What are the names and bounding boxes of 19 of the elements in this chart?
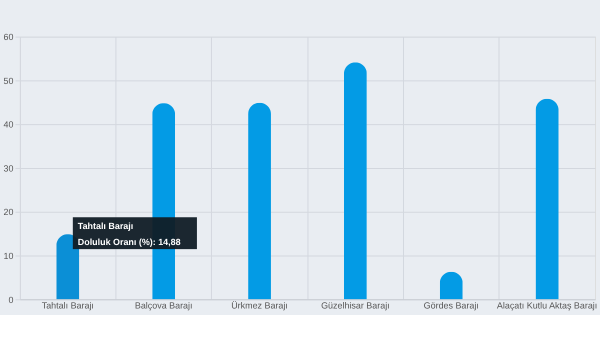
x-tick-label: Ürkmez Barajı bbox=[231, 300, 288, 311]
x-tick-label: Gördes Barajı bbox=[424, 300, 479, 311]
y-tick-label: 10 bbox=[3, 250, 14, 261]
bar bbox=[248, 102, 271, 300]
y-tick-label: 60 bbox=[3, 32, 14, 42]
x-tick-label: Alaçatı Kutlu Aktaş Barajı bbox=[496, 300, 598, 311]
y-tick-label: 20 bbox=[3, 207, 14, 218]
x-tick-label: Güzelhisar Barajı bbox=[321, 300, 390, 311]
x-tick-label: Tahtalı Barajı bbox=[42, 300, 94, 311]
bar bbox=[56, 234, 80, 300]
annotation: Doluluk Oranı (%): 14,88 bbox=[78, 237, 181, 248]
x-tick-label: Balçova Barajı bbox=[134, 300, 192, 311]
bar bbox=[344, 62, 367, 300]
y-tick-label: 0 bbox=[8, 294, 14, 305]
bar bbox=[536, 98, 559, 300]
y-tick-label: 40 bbox=[3, 120, 14, 130]
annotation: Tahtalı Barajı bbox=[78, 221, 134, 232]
y-tick-label: 30 bbox=[3, 163, 14, 174]
y-tick-label: 50 bbox=[3, 76, 14, 86]
